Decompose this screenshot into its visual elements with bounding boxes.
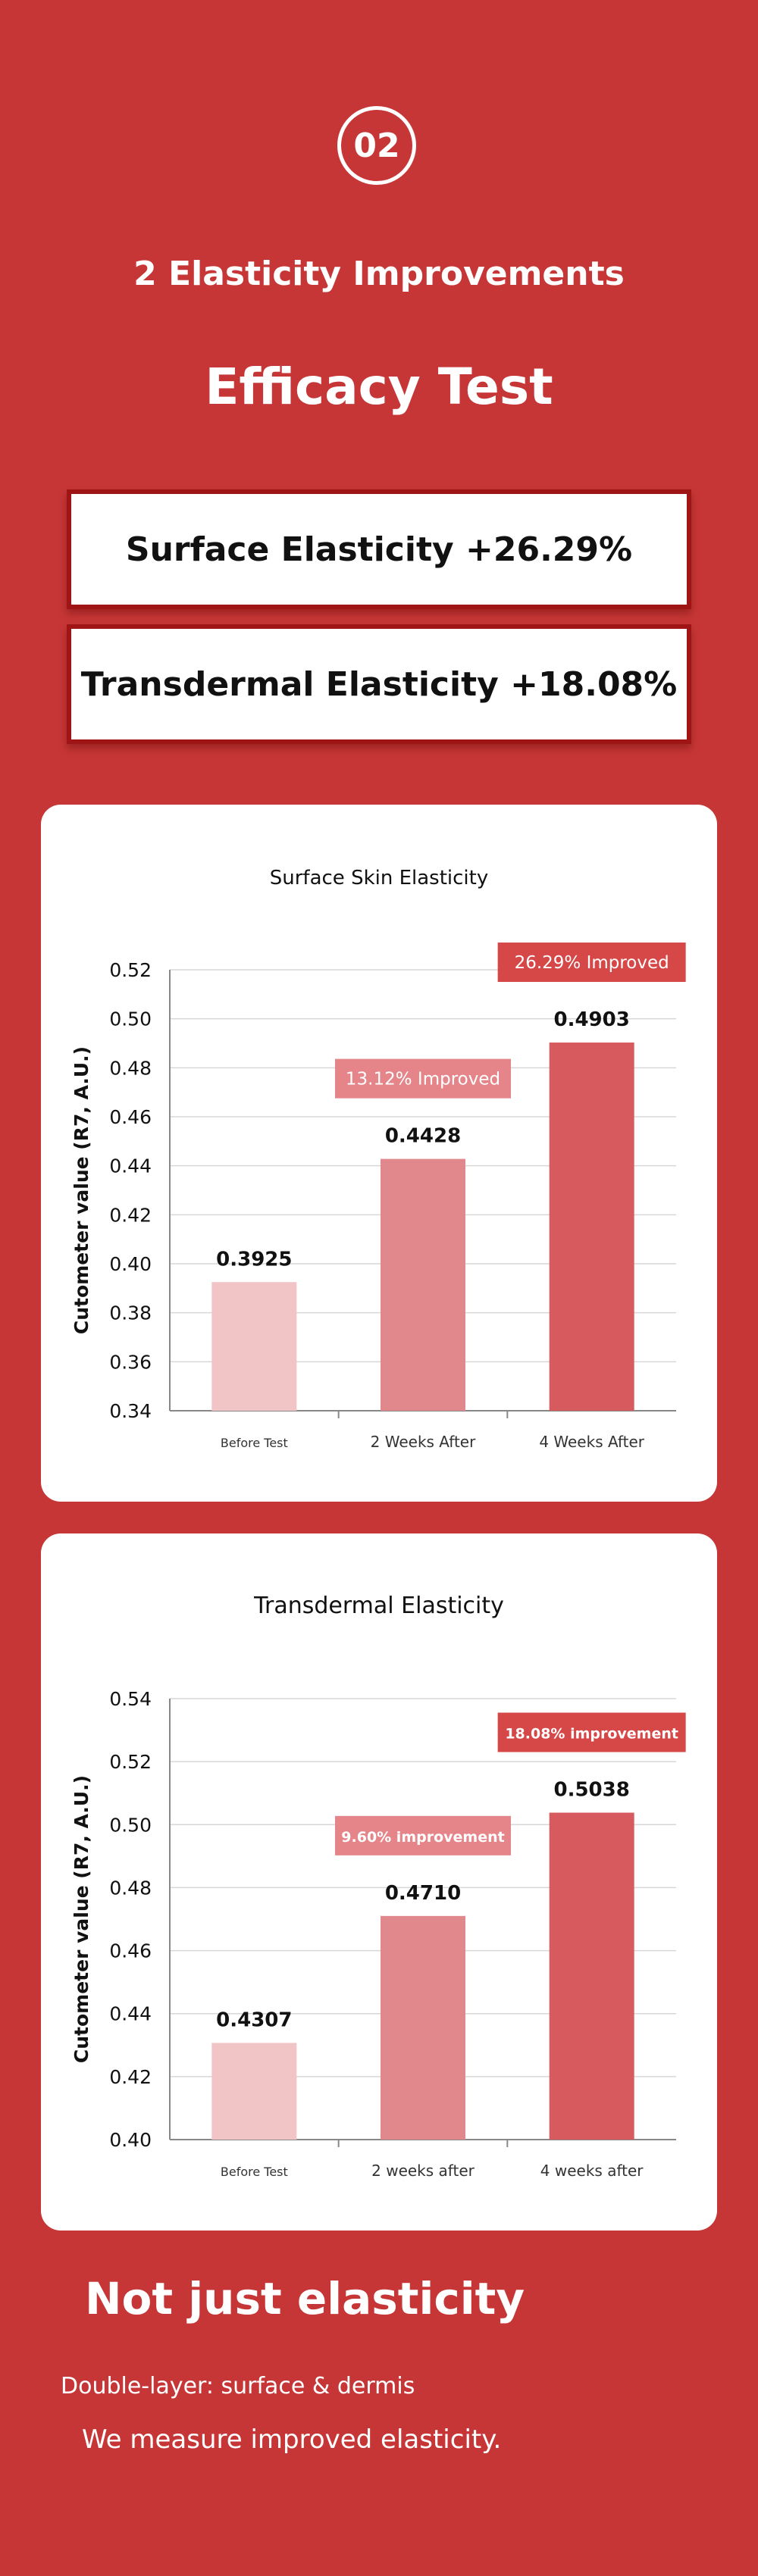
surface-improvement-label: 26.29% Improved — [515, 953, 669, 973]
surface-y-tick-label: 0.38 — [109, 1302, 152, 1324]
surface-y-tick-label: 0.42 — [109, 1204, 152, 1226]
transdermal-category-label: 4 weeks after — [540, 2162, 644, 2180]
surface-y-tick-label: 0.36 — [109, 1351, 152, 1373]
transdermal-category-label: 2 weeks after — [371, 2162, 475, 2180]
transdermal-bar — [381, 1915, 465, 2140]
surface-elasticity-highlight: Surface Elasticity +26.29% — [67, 489, 691, 609]
surface-category-label: 4 Weeks After — [539, 1433, 644, 1451]
transdermal-elasticity-chart: Transdermal Elasticity 0.40 0.42 0.44 0.46 0.… — [70, 1593, 686, 2180]
surface-y-tick-label: 0.34 — [109, 1400, 152, 1422]
transdermal-value-label: 0.5038 — [553, 1778, 629, 1801]
transdermal-improvement-badge — [335, 1815, 511, 1855]
transdermal-chart-title: Transdermal Elasticity — [253, 1593, 504, 1619]
surface-improvement-badge — [497, 943, 686, 983]
transdermal-bar — [549, 1812, 634, 2140]
transdermal-improvement-label: 9.60% improvement — [341, 1829, 504, 1846]
transdermal-y-axis-label: Cutometer value (R7, A.U.) — [70, 1775, 92, 2063]
transdermal-category-label: Before Test — [221, 2165, 288, 2179]
transdermal-improvement-badge — [497, 1712, 686, 1752]
surface-y-tick-label: 0.46 — [109, 1106, 152, 1128]
page-title: Efficacy Test — [205, 358, 553, 416]
section-number: 02 — [353, 126, 400, 165]
bottom-title: Not just elasticity — [85, 2273, 525, 2324]
bottom-description: Double-layer: surface & dermis — [61, 2373, 415, 2399]
transdermal-bar — [211, 2043, 297, 2140]
surface-bar — [381, 1158, 465, 1411]
surface-category-label: 2 Weeks After — [371, 1433, 476, 1451]
transdermal-y-tick-label: 0.48 — [109, 1877, 152, 1899]
transdermal-y-tick-label: 0.46 — [109, 1940, 152, 1962]
surface-y-tick-label: 0.48 — [109, 1057, 152, 1079]
section-subtitle: 2 Elasticity Improvements — [133, 255, 625, 293]
surface-value-label: 0.4428 — [385, 1125, 461, 1148]
section-number-badge: 02 — [337, 106, 416, 185]
surface-elasticity-chart: Surface Skin Elasticity 0.34 0.36 0.38 0.40 0… — [70, 867, 686, 1451]
transdermal-y-tick-label: 0.42 — [109, 2066, 152, 2088]
transdermal-chart-card: Transdermal Elasticity 0.40 0.42 0.44 0.46 0.… — [41, 1533, 717, 2231]
bottom-tagline: We measure improved elasticity. — [82, 2424, 502, 2455]
surface-improvement-badge — [335, 1058, 511, 1099]
surface-category-label: Before Test — [221, 1436, 288, 1450]
surface-y-tick-label: 0.52 — [109, 959, 152, 981]
transdermal-y-tick-label: 0.40 — [109, 2129, 152, 2151]
surface-bar — [549, 1043, 634, 1411]
transdermal-elasticity-highlight: Transdermal Elasticity +18.08% — [67, 624, 691, 744]
surface-y-tick-label: 0.44 — [109, 1155, 152, 1177]
surface-bar — [211, 1282, 297, 1411]
transdermal-value-label: 0.4710 — [385, 1882, 461, 1905]
surface-value-label: 0.4903 — [553, 1008, 629, 1031]
transdermal-elasticity-text: Transdermal Elasticity +18.08% — [80, 664, 678, 704]
surface-value-label: 0.3925 — [216, 1248, 292, 1271]
surface-elasticity-text: Surface Elasticity +26.29% — [125, 530, 633, 569]
surface-y-axis-label: Cutometer value (R7, A.U.) — [70, 1046, 92, 1334]
transdermal-y-tick-label: 0.54 — [109, 1688, 152, 1710]
surface-chart-title: Surface Skin Elasticity — [270, 867, 489, 889]
surface-y-tick-label: 0.40 — [109, 1253, 152, 1275]
surface-y-tick-label: 0.50 — [109, 1008, 152, 1030]
surface-improvement-label: 13.12% Improved — [346, 1070, 500, 1089]
transdermal-y-tick-label: 0.52 — [109, 1751, 152, 1773]
transdermal-improvement-label: 18.08% improvement — [505, 1725, 678, 1742]
transdermal-y-tick-label: 0.44 — [109, 2003, 152, 2025]
transdermal-value-label: 0.4307 — [216, 2009, 292, 2031]
transdermal-y-tick-label: 0.50 — [109, 1814, 152, 1836]
surface-chart-card: Surface Skin Elasticity 0.34 0.36 0.38 0.40 0… — [41, 805, 717, 1502]
